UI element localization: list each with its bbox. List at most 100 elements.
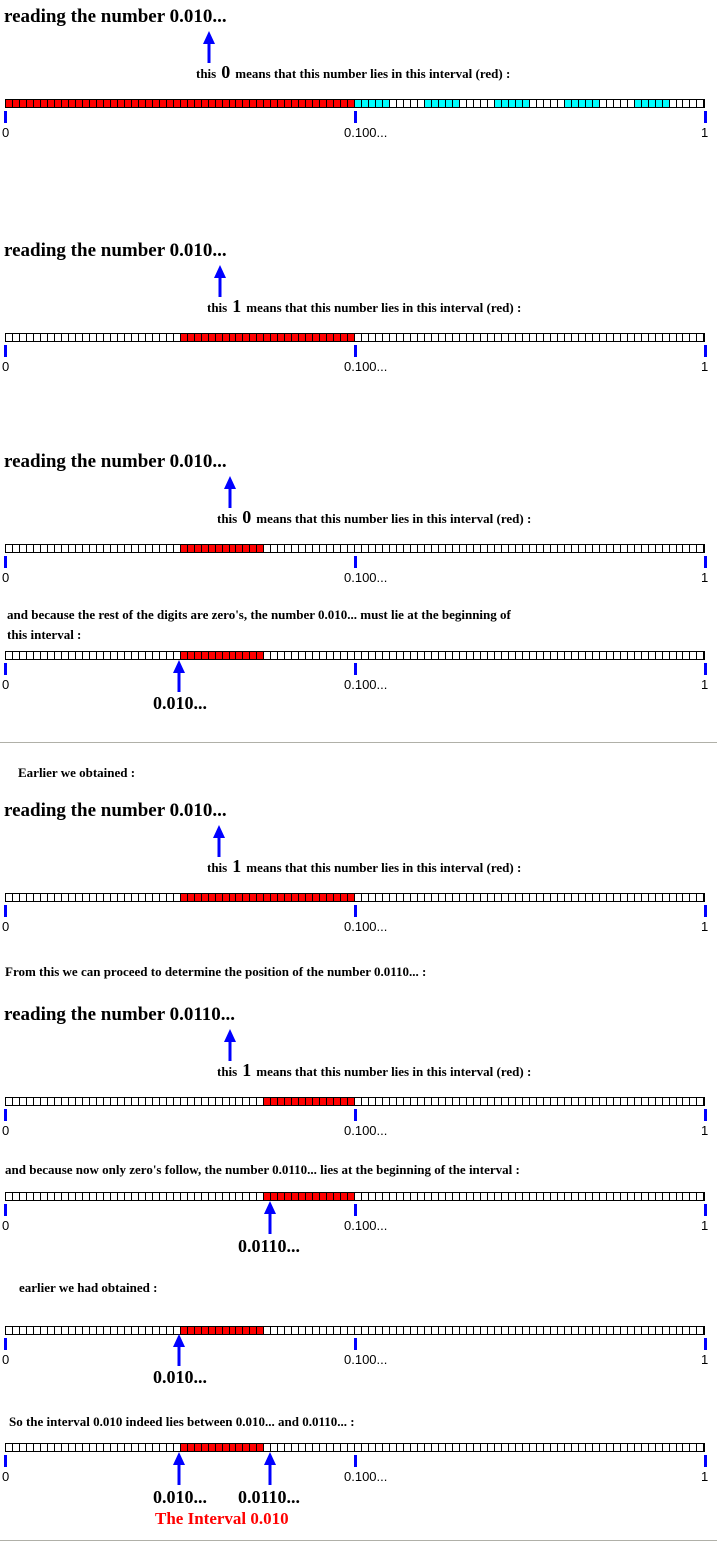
bar-cell	[564, 545, 571, 552]
bar-cell	[522, 652, 529, 659]
bar-cell	[320, 1193, 327, 1200]
bar-cell	[180, 1193, 187, 1200]
bar-cell	[683, 1098, 690, 1105]
bar-cell	[543, 1327, 550, 1334]
bar-cell	[33, 894, 40, 901]
bar-cell	[166, 100, 173, 107]
up-arrow-icon	[264, 1452, 276, 1485]
bar-cell	[40, 545, 47, 552]
tick-mid	[353, 1338, 357, 1350]
bar-cell	[662, 1444, 669, 1451]
bar-cell	[117, 334, 124, 341]
tick-start	[3, 1338, 7, 1350]
bar-cell	[19, 1444, 26, 1451]
bar-cell	[12, 1098, 19, 1105]
bar-cell	[494, 1327, 501, 1334]
bar-cell	[82, 100, 89, 107]
bar-cell	[425, 100, 432, 107]
bar-cell	[250, 100, 257, 107]
bar-cell	[425, 334, 432, 341]
bar-cell	[236, 545, 243, 552]
bar-cell	[271, 652, 278, 659]
bar-cell	[355, 894, 362, 901]
bar-cell	[75, 1193, 82, 1200]
bar-cell	[634, 1327, 641, 1334]
bar-cell	[138, 1327, 145, 1334]
bar-cell	[138, 1193, 145, 1200]
bar-cell	[222, 100, 229, 107]
bar-cell	[627, 1444, 634, 1451]
bar-cell	[68, 1327, 75, 1334]
bar-cell	[529, 894, 536, 901]
bar-cell	[557, 652, 564, 659]
bar-cell	[508, 545, 515, 552]
bar-cell	[131, 1193, 138, 1200]
bar-cell	[257, 1327, 264, 1334]
bar-cell	[306, 1193, 313, 1200]
axis-label-mid: 0.100...	[344, 1218, 388, 1233]
bar-cell	[592, 894, 599, 901]
bar-cell	[271, 1098, 278, 1105]
bar-cell	[369, 100, 376, 107]
bar-cell	[613, 100, 620, 107]
bar-cell	[145, 1327, 152, 1334]
bar-cell	[390, 894, 397, 901]
bar-cell	[201, 334, 208, 341]
bar-cell	[613, 1444, 620, 1451]
bar-cell	[68, 100, 75, 107]
bar-cell	[229, 334, 236, 341]
axis-label-end: 1	[701, 359, 709, 374]
bar-cell	[383, 1327, 390, 1334]
bar-cell	[54, 1327, 61, 1334]
bar-cell	[376, 894, 383, 901]
bar-cell	[201, 1327, 208, 1334]
bar-cell	[501, 1444, 508, 1451]
up-arrow-icon	[214, 265, 226, 297]
bar-cell	[75, 100, 82, 107]
bar-cell	[299, 1193, 306, 1200]
bar-cell	[68, 652, 75, 659]
bar-cell	[466, 652, 473, 659]
bar-cell	[655, 1444, 662, 1451]
bar-cell	[599, 894, 606, 901]
bar-cell	[201, 652, 208, 659]
bar-cell	[229, 100, 236, 107]
bar-cell	[369, 1098, 376, 1105]
bar-cell	[355, 1327, 362, 1334]
axis-label-start: 0	[2, 570, 10, 585]
bar-cell	[550, 1327, 557, 1334]
bar-cell	[418, 334, 425, 341]
bar-cell	[362, 1444, 369, 1451]
bar-cell	[571, 334, 578, 341]
bar-cell	[620, 1444, 627, 1451]
bar-cell	[12, 334, 19, 341]
bar-cell	[599, 1098, 606, 1105]
bar-cell	[571, 894, 578, 901]
bar-cell	[543, 334, 550, 341]
bar-cell	[26, 545, 33, 552]
bar-cell	[96, 545, 103, 552]
bar-cell	[222, 1327, 229, 1334]
bar-cell	[501, 1193, 508, 1200]
bar-cell	[390, 1193, 397, 1200]
explanation-text: earlier we had obtained :	[19, 1280, 158, 1295]
bar-cell	[620, 545, 627, 552]
bar-cell	[341, 652, 348, 659]
bar-cell	[439, 100, 446, 107]
bar-cell	[110, 1444, 117, 1451]
bar-cell	[222, 894, 229, 901]
bar-cell	[592, 652, 599, 659]
bar-cell	[515, 1098, 522, 1105]
bar-cell	[585, 545, 592, 552]
bar-cell	[697, 1098, 704, 1105]
bar-cell	[334, 100, 341, 107]
bar-cell	[236, 1327, 243, 1334]
bar-cell	[543, 1098, 550, 1105]
bar-cell	[439, 1327, 446, 1334]
bar-cell	[152, 652, 159, 659]
bar-cell	[327, 652, 334, 659]
bar-cell	[222, 1444, 229, 1451]
up-arrow-icon	[173, 660, 185, 692]
bar-cell	[201, 894, 208, 901]
bar-cell	[606, 1444, 613, 1451]
